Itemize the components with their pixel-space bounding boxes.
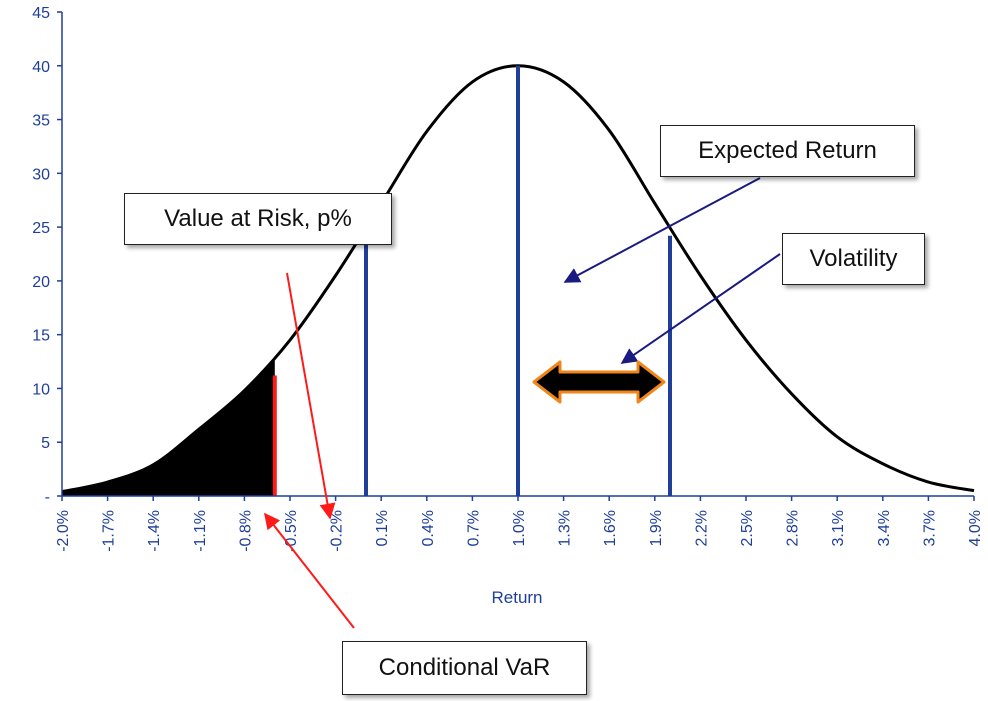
shaded-tail-area (62, 358, 275, 496)
value-at-risk-callout: Value at Risk, p% (124, 193, 392, 245)
x-tick-label: 2.5% (739, 510, 756, 546)
y-tick-label: 5 (41, 435, 50, 452)
volatility-double-arrow (532, 360, 666, 404)
y-tick-label: 45 (32, 5, 50, 22)
x-tick-label: 2.2% (693, 510, 710, 546)
volatility-callout: Volatility (782, 233, 925, 285)
y-tick-label: 40 (32, 59, 50, 76)
x-tick-label: -1.1% (192, 510, 209, 552)
x-tick-label: 0.7% (465, 510, 482, 546)
x-tick-label: 1.3% (557, 510, 574, 546)
cvar-pointer (264, 512, 355, 629)
x-tick-label: 2.8% (785, 510, 802, 546)
x-tick-label: -0.8% (237, 510, 254, 552)
x-tick-label: 3.1% (830, 510, 847, 546)
x-tick-label: -2.0% (55, 510, 72, 552)
x-tick-label: -1.4% (146, 510, 163, 552)
x-tick-label: 0.1% (374, 510, 391, 546)
lines-layer (272, 65, 672, 496)
x-tick-label: 1.6% (602, 510, 619, 546)
expected-return-pointer (563, 177, 761, 283)
y-tick-label: 25 (32, 220, 50, 237)
var-pointer (286, 272, 336, 520)
conditional-var-callout: Conditional VaR (342, 641, 587, 695)
x-tick-label: 0.4% (420, 510, 437, 546)
x-tick-label: 4.0% (967, 510, 984, 546)
y-tick-label: 15 (32, 328, 50, 345)
annotation-layer (264, 177, 781, 629)
y-tick-label: - (45, 489, 50, 506)
y-tick-label: 10 (32, 381, 50, 398)
x-tick-label: -1.7% (101, 510, 118, 552)
x-tick-label: -0.2% (329, 510, 346, 552)
x-tick-label: 1.9% (648, 510, 665, 546)
tail-layer (62, 358, 275, 496)
y-tick-label: 20 (32, 274, 50, 291)
x-tick-label: 3.7% (921, 510, 938, 546)
expected-return-callout: Expected Return (660, 125, 915, 177)
y-tick-label: 35 (32, 113, 50, 130)
x-axis-title: Return (491, 588, 542, 607)
volatility-pointer (620, 253, 781, 364)
x-tick-label: 3.4% (876, 510, 893, 546)
y-tick-label: 30 (32, 166, 50, 183)
x-tick-label: -0.5% (283, 510, 300, 552)
x-tick-label: 1.0% (511, 510, 528, 546)
